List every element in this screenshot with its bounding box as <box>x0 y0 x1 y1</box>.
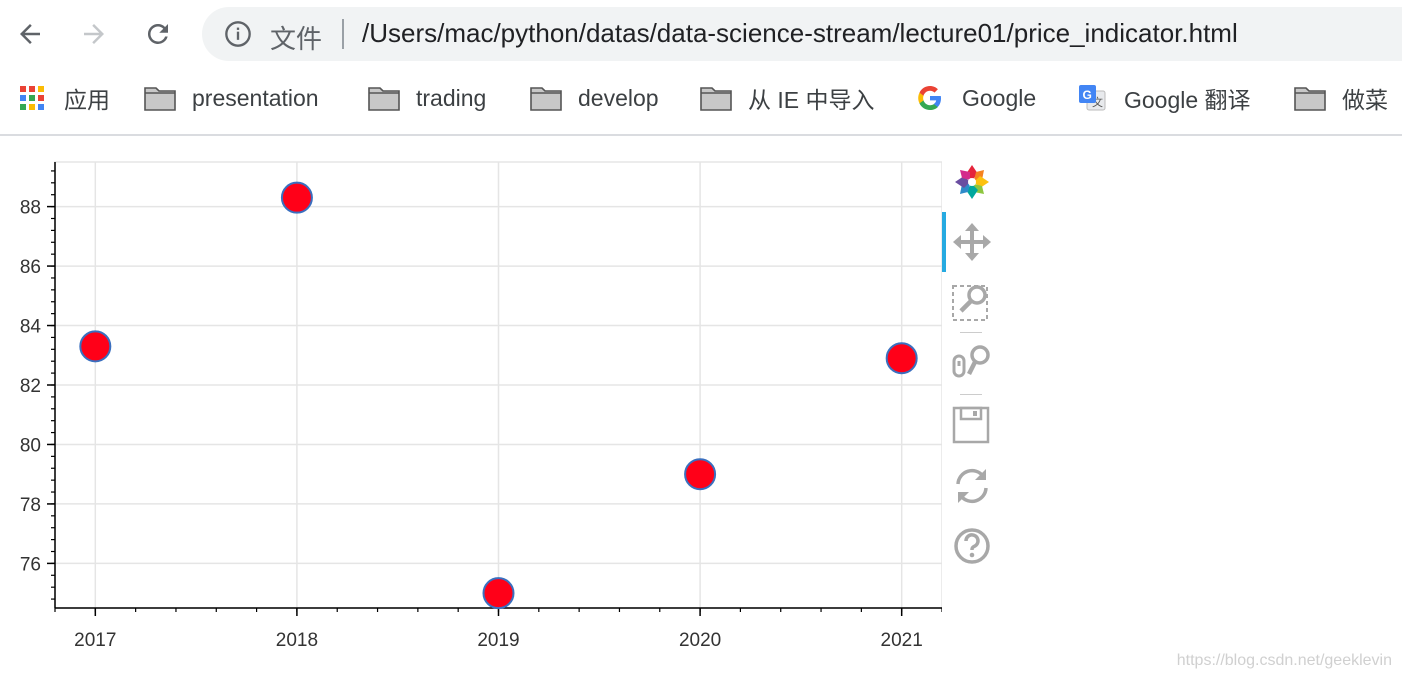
folder-icon <box>700 87 732 111</box>
y-tick-label: 86 <box>20 257 41 278</box>
bookmark-label: Google <box>962 84 1037 111</box>
x-tick-label: 2019 <box>477 630 519 651</box>
info-icon[interactable] <box>224 20 252 48</box>
help-icon <box>954 528 990 564</box>
bookmark-ie-import[interactable]: 从 IE 中导入 <box>700 82 875 114</box>
data-point <box>280 181 313 214</box>
bookmark-label: Google 翻译 <box>1124 87 1251 113</box>
y-tick-label: 76 <box>20 554 41 575</box>
wheel-zoom-icon <box>952 345 990 378</box>
bookmark-cooking[interactable]: 做菜 <box>1294 82 1388 114</box>
y-tick-label: 80 <box>20 435 41 456</box>
y-tick-label: 88 <box>20 198 41 219</box>
google-icon <box>918 86 941 110</box>
bookmark-apps[interactable]: 应用 <box>16 82 110 114</box>
data-point <box>885 342 918 375</box>
bokeh-logo[interactable] <box>950 160 994 204</box>
bookmark-develop[interactable]: develop <box>530 82 659 114</box>
bookmark-trading[interactable]: trading <box>368 82 486 114</box>
data-point <box>684 458 717 491</box>
help-tool[interactable] <box>950 524 994 568</box>
box-zoom-tool[interactable] <box>950 280 994 324</box>
google-translate-icon: 文 G <box>1079 85 1106 111</box>
reload-icon <box>147 23 168 44</box>
pan-tool[interactable] <box>950 220 994 264</box>
svg-text:文: 文 <box>1092 95 1103 109</box>
scatter-chart[interactable]: 2017 2018 2019 2020 2021 76 78 80 82 84 86 88 <box>0 136 942 678</box>
grid-lines <box>54 161 942 609</box>
back-button[interactable] <box>8 12 52 56</box>
x-tick-label: 2020 <box>679 630 721 651</box>
pan-icon <box>953 223 991 261</box>
browser-toolbar: 文件 /Users/mac/python/datas/data-science-… <box>0 0 1402 68</box>
bokeh-logo-icon <box>955 165 989 199</box>
site-info-label: 文件 <box>270 24 323 54</box>
arrow-left-icon <box>20 24 40 44</box>
folder-icon <box>368 87 400 111</box>
active-tool-indicator <box>942 212 946 272</box>
bookmark-label: develop <box>578 84 659 111</box>
bokeh-plot[interactable]: 2017 2018 2019 2020 2021 76 78 80 82 84 86 88 <box>0 136 1402 678</box>
y-tick-label: 82 <box>20 376 41 397</box>
bookmark-google-translate[interactable]: 文 G Google 翻译 <box>1076 82 1251 114</box>
axes: 2017 2018 2019 2020 2021 76 78 80 82 84 86 88 <box>20 162 942 651</box>
x-tick-label: 2018 <box>276 630 318 651</box>
bookmark-label: trading <box>416 84 487 111</box>
plot-toolbar <box>942 160 1002 580</box>
watermark-text: https://blog.csdn.net/geeklevin <box>1176 652 1392 669</box>
save-tool[interactable] <box>950 404 994 448</box>
reset-tool[interactable] <box>950 464 994 508</box>
bookmark-label: 做菜 <box>1342 87 1388 113</box>
x-tick-label: 2017 <box>74 630 116 651</box>
x-tick-label: 2021 <box>881 630 923 651</box>
address-bar[interactable]: 文件 /Users/mac/python/datas/data-science-… <box>202 7 1402 61</box>
bookmark-google[interactable]: Google <box>914 82 1036 114</box>
toolbar-divider <box>960 394 982 395</box>
reset-icon <box>956 468 988 504</box>
box-zoom-icon <box>952 285 988 321</box>
svg-text:G: G <box>1083 88 1092 102</box>
folder-icon <box>1294 87 1326 111</box>
arrow-right-icon <box>84 24 104 44</box>
bookmark-label: 从 IE 中导入 <box>748 87 875 113</box>
reload-button[interactable] <box>136 12 180 56</box>
bookmark-label: 应用 <box>64 87 110 113</box>
save-icon <box>952 406 990 444</box>
omnibox-separator <box>342 19 344 49</box>
toolbar-divider <box>960 332 982 333</box>
folder-icon <box>530 87 562 111</box>
bookmark-label: presentation <box>192 84 319 111</box>
apps-grid-icon <box>20 86 44 110</box>
data-points <box>79 181 918 610</box>
bookmarks-bar: 应用 presentation trading develop 从 IE 中导入… <box>0 68 1402 136</box>
folder-icon <box>144 87 176 111</box>
url-text[interactable]: /Users/mac/python/datas/data-science-str… <box>362 18 1238 48</box>
data-point <box>482 577 515 610</box>
forward-button[interactable] <box>72 12 116 56</box>
y-tick-label: 84 <box>20 317 42 338</box>
wheel-zoom-tool[interactable] <box>950 342 994 386</box>
y-tick-label: 78 <box>20 495 41 516</box>
data-point <box>79 330 112 363</box>
bookmark-presentation[interactable]: presentation <box>144 82 319 114</box>
